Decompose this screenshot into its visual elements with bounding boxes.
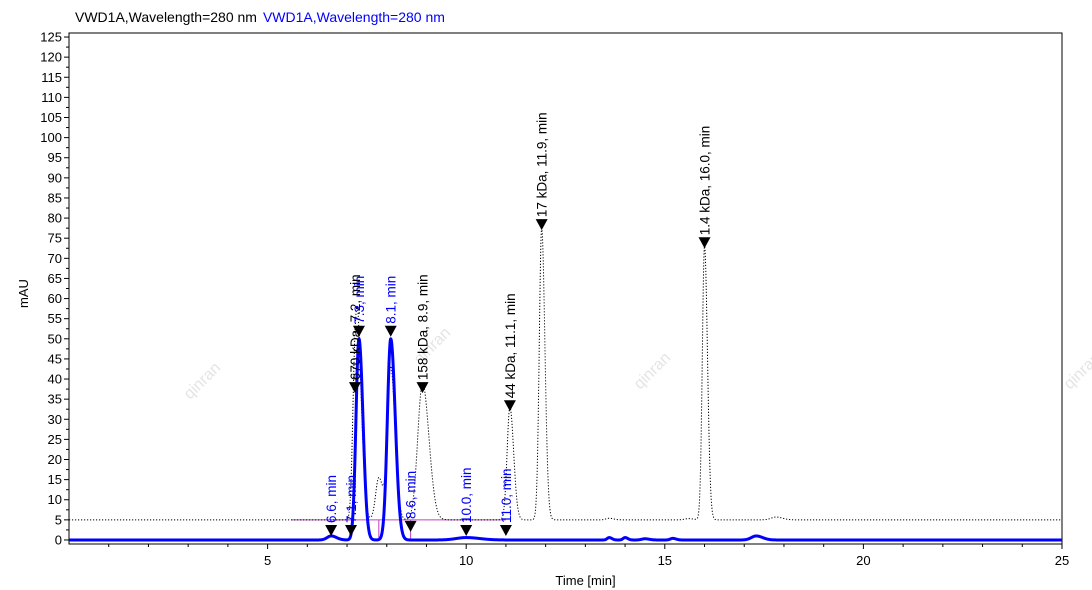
watermark-text: qinran [181,359,224,402]
peak-marker-label: 7.3, min [352,276,367,324]
series-group [67,226,1064,542]
peak-marker-arrow [460,524,473,536]
peak-marker-arrow [352,325,365,337]
y-tick-label: 20 [48,452,62,467]
chart-header: VWD1A,Wavelength=280 nm VWD1A,Wavelength=… [75,9,445,25]
y-tick-label: 25 [48,432,62,447]
y-tick-label: 70 [48,251,62,266]
y-tick-label: 50 [48,331,62,346]
trace1-header-label: VWD1A,Wavelength=280 nm [75,9,257,25]
peak-marker-label: 17 kDa, 11.9, min [535,112,550,217]
x-axis-label: Time [min] [555,573,615,588]
peak-marker-arrow [535,219,548,231]
y-tick-label: 115 [41,70,62,85]
peak-marker-label: 11.0, min [499,468,514,523]
y-tick-label: 55 [48,311,62,326]
y-tick-label: 60 [48,291,62,306]
y-tick-label: 105 [40,110,62,125]
x-tick-label: 5 [264,553,271,568]
watermark-text: qinran [631,349,674,392]
y-tick-label: 5 [55,512,62,527]
y-tick-label: 110 [41,90,62,105]
y-tick-label: 95 [48,150,62,165]
y-tick-label: 75 [48,231,62,246]
y-axis: 0 5 10 15 20 25 30 35 40 45 50 55 60 65 70 75 80 85 90 95 10… [40,30,69,547]
peak-marker-label: 8.1, min [384,276,399,324]
peak-marker-arrow [345,524,358,536]
y-tick-label: 35 [48,392,62,407]
watermark-text: qinran [1061,349,1092,392]
y-axis-label: mAU [16,279,31,308]
y-tick-label: 90 [48,170,62,185]
plot-border [68,32,1063,545]
peak-marker-arrow [404,520,417,532]
x-tick-label: 25 [1055,553,1069,568]
x-tick-label: 20 [856,553,870,568]
y-tick-label: 120 [40,50,62,65]
peak-marker-label: 6.6, min [324,475,339,523]
x-tick-label: 15 [658,553,672,568]
peak-marker-arrow [384,325,397,337]
peak-marker-arrow [698,237,711,249]
series-line-1 [69,226,1062,521]
y-tick-label: 10 [48,492,62,507]
y-tick-label: 80 [48,211,62,226]
y-tick-label: 40 [48,372,62,387]
peak-marker-label: 7.1, min [344,475,359,523]
peak-marker-arrow [325,524,338,536]
peak-marker-label: 158 kDa, 8.9, min [416,274,431,380]
peak-marker-label: 1.4 kDa, 16.0, min [698,126,713,236]
peak-marker-arrow [499,524,512,536]
peak-marker-arrow [503,400,516,412]
x-tick-label: 10 [459,553,473,568]
x-axis: 5 10 15 20 25 [108,544,1069,568]
peak-marker-arrow [348,382,361,394]
y-tick-label: 15 [48,472,62,487]
peak-marker-label: 8.6, min [404,471,419,519]
peak-markers: 670 kDa, 7.2, min 158 kDa, 8.9, min 44 kDa… [324,112,713,536]
y-tick-label: 65 [48,271,62,286]
y-tick-label: 45 [48,351,62,366]
trace2-header-label: VWD1A,Wavelength=280 nm [262,9,445,25]
y-tick-label: 0 [55,532,62,547]
y-tick-label: 85 [48,190,62,205]
peak-marker-label: 10.0, min [459,467,474,523]
peak-marker-arrow [416,382,429,394]
y-tick-label: 30 [48,412,62,427]
series-line-2 [67,337,1064,542]
plot-frame [68,32,1063,545]
y-tick-label: 125 [40,30,62,45]
peak-marker-label: 44 kDa, 11.1, min [503,293,518,398]
y-tick-label: 100 [40,130,62,145]
